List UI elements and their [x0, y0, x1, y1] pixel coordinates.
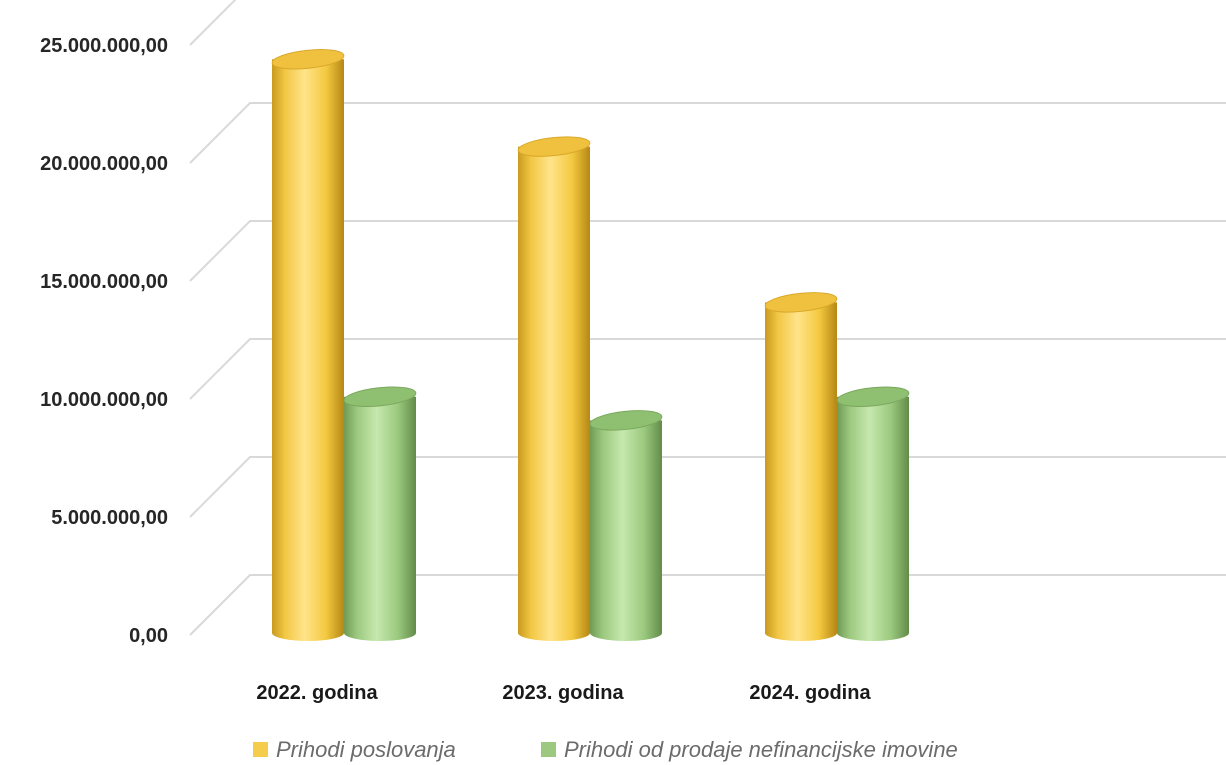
bars: [271, 49, 910, 641]
gridline-3: [189, 220, 1226, 282]
bar-prihodi-nefinancijske-imovine-1: [589, 410, 663, 641]
bar-prihodi-nefinancijske-imovine-0: [343, 386, 417, 641]
bar-prihodi-poslovanja-0: [271, 49, 345, 641]
x-category-label-2: 2024. godina: [749, 682, 871, 704]
x-category-label-0: 2022. godina: [256, 682, 378, 704]
bar-prihodi-nefinancijske-imovine-2: [836, 386, 910, 641]
bar-prihodi-poslovanja-2: [764, 292, 838, 641]
gridline-5: [189, 0, 237, 46]
gridline-4: [189, 102, 1226, 164]
legend-swatch-0: [253, 742, 268, 757]
legend-swatch-1: [541, 742, 556, 757]
legend-label-0: Prihodi poslovanja: [276, 737, 456, 762]
y-axis-tick-labels: 0,00 5.000.000,00 10.000.000,00 15.000.000,…: [40, 35, 168, 647]
y-tick-label-4: 20.000.000,00: [40, 153, 168, 175]
y-tick-label-2: 10.000.000,00: [40, 389, 168, 411]
legend: Prihodi poslovanja Prihodi od prodaje nef…: [253, 737, 958, 762]
y-tick-label-0: 0,00: [129, 625, 168, 647]
gridline-2: [189, 338, 1226, 400]
y-tick-label-1: 5.000.000,00: [51, 507, 168, 529]
bar-prihodi-poslovanja-1: [517, 136, 591, 641]
x-category-label-1: 2023. godina: [502, 682, 624, 704]
y-tick-label-3: 15.000.000,00: [40, 271, 168, 293]
x-axis-category-labels: 2022. godina 2023. godina 2024. godina: [256, 682, 871, 704]
legend-label-1: Prihodi od prodaje nefinancijske imovine: [564, 737, 958, 762]
y-tick-label-5: 25.000.000,00: [40, 35, 168, 57]
